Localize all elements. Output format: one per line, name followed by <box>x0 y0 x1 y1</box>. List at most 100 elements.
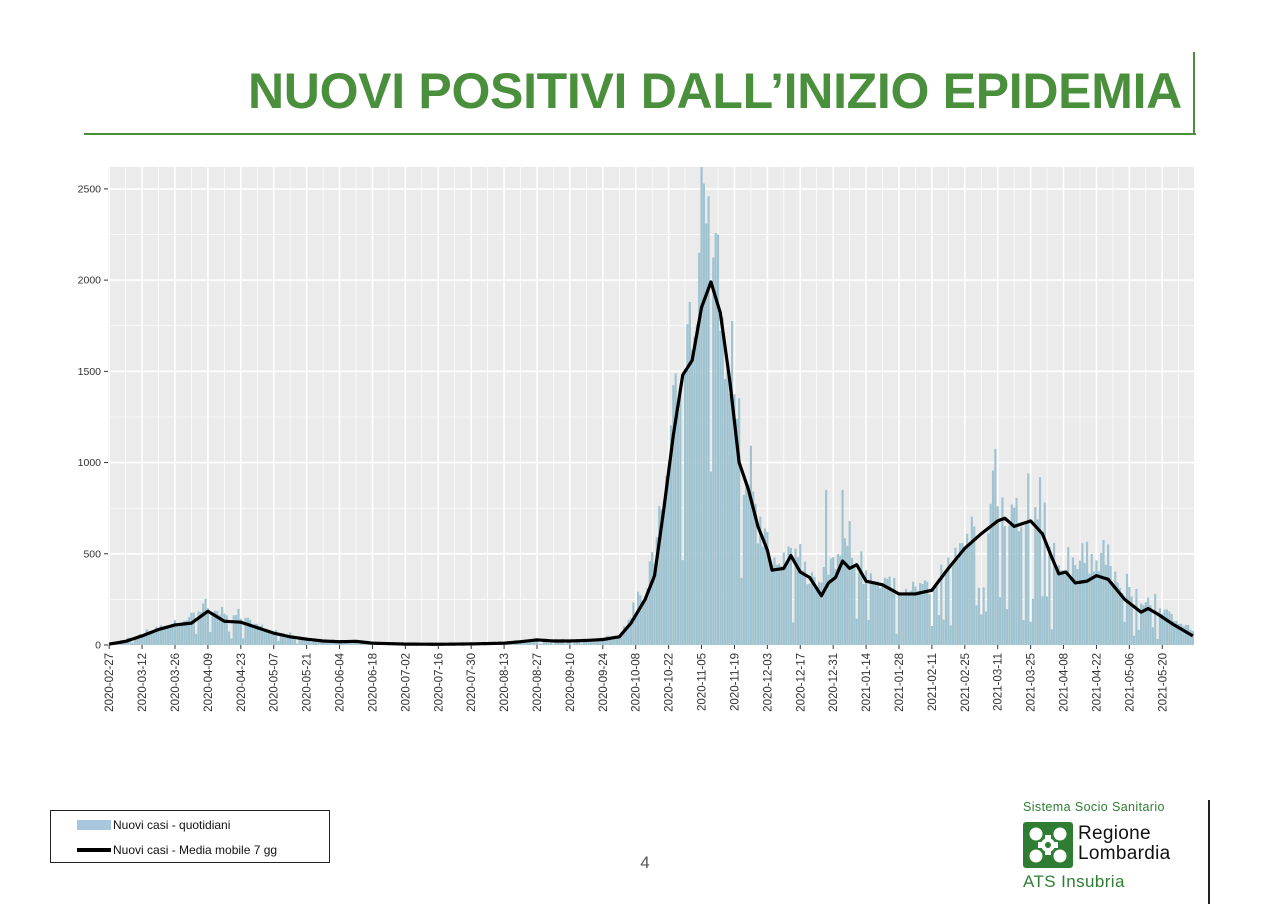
daily-cases-bar <box>1050 629 1053 645</box>
daily-cases-bar <box>716 234 720 645</box>
daily-cases-bar <box>627 619 630 645</box>
daily-cases-bar <box>632 602 635 645</box>
daily-cases-bar <box>872 582 875 645</box>
daily-cases-bar <box>879 588 882 645</box>
daily-cases-bar <box>195 633 198 645</box>
daily-cases-bar <box>658 505 661 645</box>
daily-cases-bar <box>1109 566 1112 645</box>
chart-panel <box>108 167 1194 645</box>
daily-cases-bar <box>1074 565 1077 645</box>
daily-cases-bar <box>547 643 550 645</box>
daily-cases-bar <box>1088 573 1091 645</box>
daily-cases-bar <box>270 630 273 645</box>
daily-cases-bar <box>768 559 771 645</box>
daily-cases-bar <box>1071 557 1075 645</box>
daily-cases-bar <box>239 619 242 645</box>
x-tick-label: 2021-04-22 <box>1091 653 1103 712</box>
daily-cases-bar <box>956 558 959 645</box>
daily-cases-bar <box>897 593 901 645</box>
daily-cases-bar <box>604 638 607 645</box>
daily-cases-bar <box>799 544 802 645</box>
daily-cases-bar <box>1078 560 1082 645</box>
daily-cases-bar <box>688 302 691 645</box>
daily-cases-bar <box>1125 573 1129 645</box>
daily-cases-bar <box>1043 502 1046 645</box>
daily-cases-bar <box>747 484 750 645</box>
daily-cases-bar <box>1031 598 1035 645</box>
daily-cases-bar <box>1085 541 1089 645</box>
daily-cases-bar <box>810 572 814 645</box>
daily-cases-bar <box>1189 629 1192 645</box>
x-tick-label: 2020-03-26 <box>170 653 182 712</box>
y-tick-label: 0 <box>95 640 101 652</box>
daily-cases-bar <box>1132 635 1136 645</box>
daily-cases-bar <box>145 629 148 645</box>
daily-cases-bar <box>298 636 301 645</box>
daily-cases-bar <box>686 324 689 645</box>
daily-cases-bar <box>923 580 926 645</box>
daily-cases-bar <box>1003 526 1006 645</box>
daily-cases-bar <box>279 633 282 645</box>
y-tick-label: 500 <box>83 548 101 560</box>
daily-cases-bar <box>594 638 597 645</box>
daily-cases-bar <box>919 582 922 645</box>
daily-cases-bar <box>836 554 839 645</box>
legend-label-daily: Nuovi casi - quotidiani <box>113 818 231 832</box>
daily-cases-bar <box>1029 621 1032 645</box>
daily-cases-bar <box>695 324 698 645</box>
daily-cases-bar <box>171 624 174 645</box>
daily-cases-bar <box>676 412 680 645</box>
daily-cases-bar <box>571 644 574 645</box>
daily-cases-bar <box>987 533 990 645</box>
daily-cases-bar <box>857 572 861 645</box>
daily-cases-bar <box>540 643 543 645</box>
daily-cases-bar <box>930 626 933 645</box>
daily-cases-bar <box>982 587 985 645</box>
daily-cases-bar <box>1095 560 1098 645</box>
daily-cases-bar <box>535 639 539 645</box>
daily-cases-bar <box>357 643 360 645</box>
logo-regione-line2: Lombardia <box>1078 843 1171 864</box>
daily-cases-bar <box>1067 547 1070 645</box>
daily-cases-bar <box>646 588 649 645</box>
y-tick-label: 2500 <box>78 183 102 195</box>
daily-cases-bar <box>907 594 910 645</box>
daily-cases-bar <box>274 629 278 645</box>
daily-cases-bar <box>1184 624 1187 645</box>
daily-cases-bar <box>1135 588 1138 645</box>
x-tick-label: 2021-03-25 <box>1026 653 1038 712</box>
daily-cases-bar <box>557 640 560 645</box>
daily-cases-bar <box>227 631 231 645</box>
daily-cases-bar <box>665 475 668 645</box>
daily-cases-bar <box>1093 571 1096 645</box>
daily-cases-bar <box>218 614 221 645</box>
daily-cases-bar <box>1055 568 1058 645</box>
daily-cases-bar <box>827 574 830 645</box>
daily-cases-bar <box>712 257 715 645</box>
daily-cases-bar <box>660 509 663 645</box>
daily-cases-bar <box>902 593 905 645</box>
daily-cases-bar <box>213 610 217 645</box>
daily-cases-bar <box>152 630 155 645</box>
daily-cases-bar <box>178 623 181 645</box>
x-tick-label: 2021-02-25 <box>960 653 972 712</box>
daily-cases-bar <box>862 584 865 645</box>
daily-cases-bar <box>834 568 837 645</box>
daily-cases-bar <box>1069 577 1072 645</box>
daily-cases-bar <box>1017 531 1020 645</box>
x-tick-label: 2020-08-27 <box>532 653 544 712</box>
x-tick-label: 2021-02-11 <box>927 653 939 711</box>
daily-cases-bar <box>629 617 633 645</box>
daily-cases-bar <box>267 630 271 645</box>
daily-cases-bar <box>707 196 710 645</box>
daily-cases-bar <box>550 640 553 645</box>
daily-cases-bar <box>714 233 717 646</box>
daily-cases-bar <box>787 546 790 645</box>
daily-cases-bar <box>890 588 894 645</box>
daily-cases-bar <box>803 561 807 645</box>
daily-cases-bar <box>655 537 658 645</box>
daily-cases-bar <box>1083 562 1086 645</box>
daily-cases-bar <box>1156 638 1159 645</box>
daily-cases-bar <box>1020 527 1023 645</box>
daily-cases-bar <box>232 615 235 645</box>
